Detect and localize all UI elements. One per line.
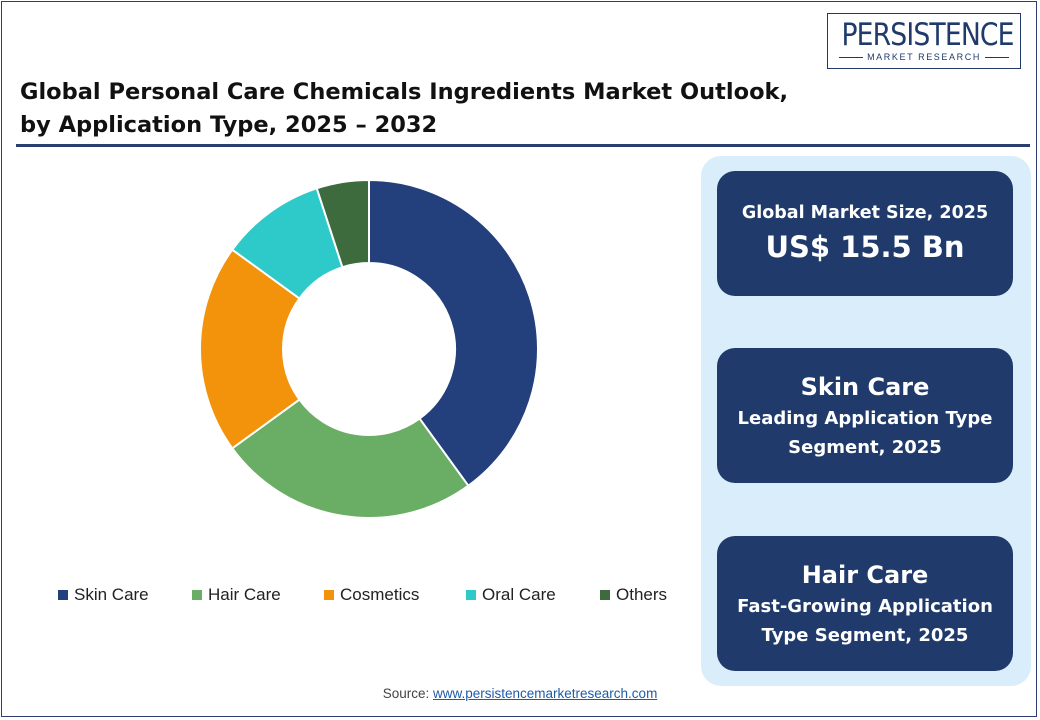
logo-rule-left [839, 56, 864, 58]
donut-slice-others [315, 178, 370, 269]
legend-label: Hair Care [208, 585, 281, 604]
legend-item-hair-care: Hair Care [192, 585, 324, 605]
chart-title-line-1: Global Personal Care Chemicals Ingredien… [20, 79, 789, 105]
leading-segment-sub-1: Leading Application Type [737, 407, 993, 429]
logo-wordmark: PERSISTENCE [841, 17, 1014, 53]
source-note: Source: www.persistencemarketresearch.co… [0, 686, 1040, 701]
legend-swatch [192, 590, 202, 600]
chart-legend: Skin Care Hair Care Cosmetics Oral Care Othe… [58, 585, 690, 605]
fast-growing-sub-2: Type Segment, 2025 [761, 624, 969, 646]
legend-swatch [58, 590, 68, 600]
leading-segment-sub-2: Segment, 2025 [788, 436, 942, 458]
legend-label: Oral Care [482, 585, 556, 604]
donut-slices [199, 178, 539, 519]
logo-tagline: MARKET RESEARCH [867, 52, 981, 62]
donut-slice-skin-care [368, 178, 539, 488]
donut-chart [199, 178, 539, 519]
market-size-card: Global Market Size, 2025 US$ 15.5 Bn [717, 171, 1013, 296]
chart-title: Global Personal Care Chemicals Ingredien… [20, 76, 820, 142]
market-size-label: Global Market Size, 2025 [741, 202, 989, 223]
leading-segment-card: Skin Care Leading Application Type Segme… [717, 348, 1013, 483]
persistence-logo: PERSISTENCE MARKET RESEARCH [827, 13, 1021, 69]
source-link[interactable]: www.persistencemarketresearch.com [432, 686, 658, 701]
legend-item-skin-care: Skin Care [58, 585, 192, 605]
legend-item-others: Others [600, 585, 690, 605]
legend-label: Cosmetics [340, 585, 420, 604]
donut-slice-hair-care [230, 398, 470, 519]
legend-swatch [466, 590, 476, 600]
title-divider [16, 144, 1030, 147]
fast-growing-title: Hair Care [801, 560, 929, 589]
market-size-value: US$ 15.5 Bn [765, 229, 965, 264]
legend-item-cosmetics: Cosmetics [324, 585, 466, 605]
donut-slice-cosmetics [199, 248, 301, 450]
legend-swatch [600, 590, 610, 600]
leading-segment-title: Skin Care [800, 372, 930, 401]
legend-label: Others [616, 585, 668, 604]
fast-growing-sub-1: Fast-Growing Application [737, 595, 993, 617]
chart-title-line-2: by Application Type, 2025 – 2032 [20, 112, 438, 138]
legend-label: Skin Care [74, 585, 149, 604]
logo-rule-right [984, 56, 1009, 58]
fast-growing-card: Hair Care Fast-Growing Application Type … [717, 536, 1013, 671]
source-label: Source: [382, 686, 430, 701]
legend-swatch [324, 590, 334, 600]
logo-tagline-row: MARKET RESEARCH [828, 52, 1020, 62]
legend-item-oral-care: Oral Care [466, 585, 600, 605]
